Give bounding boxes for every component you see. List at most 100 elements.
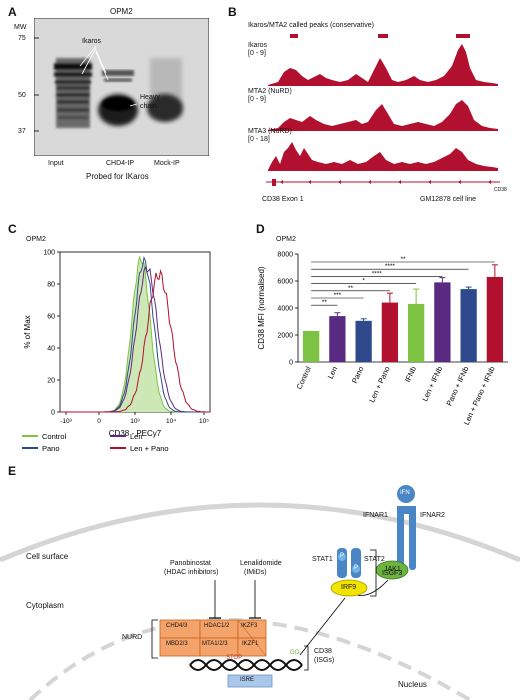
peaks-title: Ikaros/MTA2 called peaks (conservative)	[248, 22, 374, 29]
significance-label: ****	[372, 270, 383, 277]
stop-label: STOP	[226, 655, 243, 661]
gene-small-label: CD38	[494, 187, 507, 193]
phospho-stat2	[352, 565, 360, 573]
input-lane-bands	[54, 58, 92, 128]
bar	[355, 320, 372, 362]
track-ikaros-range: [0 - 9]	[248, 50, 266, 57]
series-line-3	[60, 269, 210, 413]
called-peak-1	[290, 34, 298, 38]
panel-d-letter: D	[256, 222, 265, 236]
cd38-exon-1	[272, 179, 276, 186]
x-tick-label: 0	[97, 418, 101, 425]
y-tick-label: 100	[43, 250, 55, 257]
y-tick-label: 6000	[277, 279, 293, 286]
legend-label: Len + Pano	[130, 444, 169, 453]
bar	[329, 316, 346, 362]
nurd-label: NURD	[122, 634, 143, 641]
y-tick-label: 0	[289, 360, 293, 367]
significance-label: **	[322, 299, 328, 306]
flow-histogram: 0 20 40 60 80 100 -10³ 0 10³ 10⁴ 10⁵ % of Max CD38 -…	[22, 250, 211, 453]
y-tick-label: 0	[51, 410, 55, 417]
go-label: GO	[290, 650, 300, 656]
track-ikaros-name: Ikaros	[248, 42, 268, 49]
panel-a-letter: A	[8, 5, 17, 19]
x-category-label: Len + Pano	[367, 365, 391, 404]
y-tick-label: 4000	[277, 306, 293, 313]
bar	[460, 289, 477, 362]
cd38-label-2: (ISGs)	[314, 657, 335, 664]
significance-label: **	[348, 285, 354, 292]
panel-b-letter: B	[228, 5, 237, 19]
track-mta2-name: MTA2 (NuRD)	[248, 88, 292, 95]
y-axis-label: CD38 MFI (normalised)	[257, 266, 266, 349]
panel-c-letter: C	[8, 222, 17, 236]
genome-tracks	[266, 34, 500, 186]
cd38-exon-label: CD38 Exon 1	[262, 196, 304, 203]
box-ikzf3: IKZF3	[241, 623, 258, 629]
mock-ip-lane-bands	[147, 58, 183, 122]
cd38-mfi-bar-chart: 0 2000 4000 6000 8000 CD38 MFI (normalised) Co…	[257, 252, 508, 426]
lane-label-mock-ip: Mock-IP	[154, 160, 180, 167]
legend-label: Control	[42, 432, 67, 441]
ifn-ligand	[397, 485, 415, 503]
x-tick-label: 10³	[130, 418, 140, 425]
x-category-label: Pano + IFNb	[444, 365, 470, 407]
box-hdac: HDAC1/2	[204, 623, 230, 629]
ifnar2-label: IFNAR2	[420, 512, 445, 519]
significance-label: **	[400, 256, 406, 263]
panel-c-title: OPM2	[26, 236, 46, 243]
box-chd4: CHD4/3	[166, 623, 188, 629]
x-category-label: Len + IFNb	[420, 365, 444, 403]
control-fill	[60, 256, 210, 412]
y-tick-label: 80	[47, 282, 55, 289]
phospho-label-2: P	[354, 565, 359, 571]
ikaros-track-signal	[268, 44, 498, 86]
panel-e-letter: E	[8, 464, 17, 478]
bar	[381, 302, 399, 362]
bar	[407, 303, 425, 362]
stat1-label: STAT1	[312, 556, 333, 563]
lane-label-chd4-ip: CHD4-IP	[106, 160, 135, 167]
mw-marker-75: 75	[18, 35, 26, 42]
bar	[302, 330, 320, 362]
legend-label: Pano	[42, 444, 60, 453]
mta2-track-signal	[268, 100, 498, 131]
isre-label: ISRE	[240, 677, 255, 683]
chd4-ip-lane-bands	[98, 70, 138, 126]
panobinostat-label-1: Panobinostat	[170, 560, 211, 567]
significance-label: *	[362, 278, 365, 285]
nucleus-label: Nucleus	[398, 680, 427, 689]
x-tick-label: 10⁵	[199, 418, 209, 425]
legend-label: Len	[130, 432, 143, 441]
track-mta2-range: [0 - 9]	[248, 96, 266, 103]
x-axis-label: CD38 - PECy7	[109, 429, 162, 438]
x-category-label: Control	[295, 365, 314, 391]
mw-marker-50: 50	[18, 92, 26, 99]
irf9-label: IRF9	[341, 584, 357, 591]
ifn-receptor	[397, 506, 416, 570]
western-blot-image	[34, 18, 209, 156]
heavy-chain-label-1: Heavy	[140, 94, 160, 101]
jak1-label: JAK1	[384, 566, 401, 573]
panobinostat-label-2: (HDAC inhibitors)	[164, 569, 219, 576]
mta3-track-signal	[268, 142, 498, 171]
significance-label: ****	[385, 263, 396, 270]
irf9-protein	[330, 579, 368, 597]
x-tick-label: 10⁴	[166, 418, 176, 425]
lenalidomide-label-2: (IMiDs)	[244, 569, 267, 576]
mw-label: MW	[14, 24, 27, 31]
phospho-label-1: P	[340, 553, 345, 559]
ifn-label: IFN	[400, 490, 410, 496]
stat2-protein	[351, 548, 361, 578]
cell-membrane	[0, 502, 520, 563]
heavy-chain-label-2: chain	[140, 103, 157, 110]
y-tick-label: 8000	[277, 252, 293, 259]
y-tick-label: 20	[47, 378, 55, 385]
isre-element	[227, 674, 273, 688]
stat2-label: STAT2	[364, 556, 385, 563]
blot-caption: Probed for IKaros	[86, 172, 149, 181]
y-tick-label: 60	[47, 314, 55, 321]
box-ikzf1: IKZF1	[242, 641, 259, 647]
panel-d-title: OPM2	[276, 236, 296, 243]
cell-line-label: GM12878 cell line	[420, 196, 477, 203]
